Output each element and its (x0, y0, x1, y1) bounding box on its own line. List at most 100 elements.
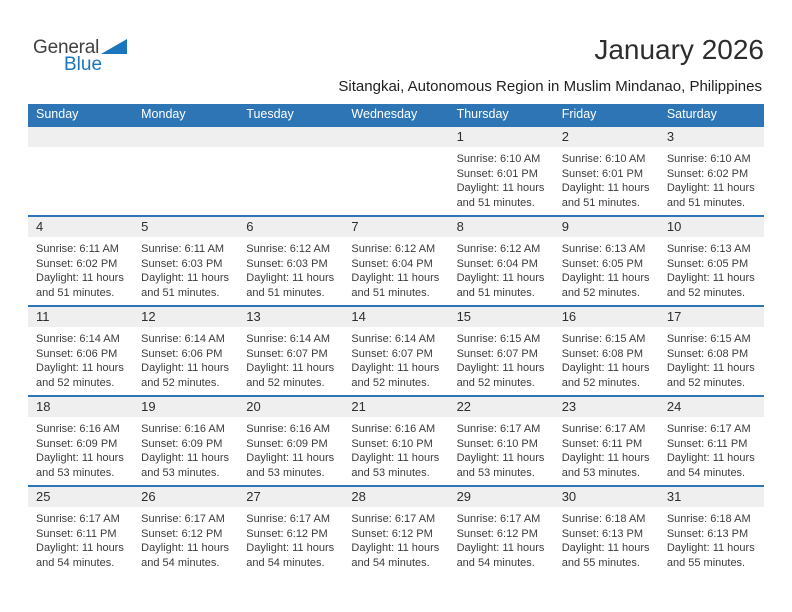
day-number-band: 28 (343, 487, 449, 507)
calendar-day-cell: 17 Sunrise: 6:15 AM Sunset: 6:08 PM Dayligh… (658, 307, 764, 395)
daylight-text: Daylight: 11 hours (561, 182, 650, 194)
calendar-day-cell: 5 Sunrise: 6:11 AM Sunset: 6:03 PM Daylight… (133, 217, 239, 305)
daylight-text-cont: and 52 minutes. (561, 376, 640, 389)
day-details: Sunrise: 6:17 AM Sunset: 6:12 PM Daylight:… (343, 507, 448, 570)
week-row: 18 Sunrise: 6:16 AM Sunset: 6:09 PM Dayligh… (28, 395, 764, 485)
day-number-band: 3 (658, 127, 764, 147)
daylight-text: Daylight: 11 hours (561, 272, 650, 284)
day-number: 2 (561, 129, 569, 144)
calendar-day-cell: 21 Sunrise: 6:16 AM Sunset: 6:10 PM Dayligh… (343, 397, 449, 485)
sunrise-text: Sunrise: 6:10 AM (456, 153, 541, 165)
day-number-band: 22 (448, 397, 554, 417)
daylight-text: Daylight: 11 hours (36, 542, 124, 554)
day-number: 28 (351, 489, 366, 504)
day-number-band: 18 (28, 397, 134, 417)
calendar-day-cell: 30 Sunrise: 6:18 AM Sunset: 6:13 PM Dayligh… (553, 487, 659, 575)
day-number: 4 (36, 219, 44, 234)
daylight-text: Daylight: 11 hours (666, 542, 755, 554)
day-number: 8 (456, 219, 464, 234)
day-number-band: 31 (658, 487, 764, 507)
week-row: 4 Sunrise: 6:11 AM Sunset: 6:02 PM Daylight… (28, 215, 764, 305)
sunset-text: Sunset: 6:10 PM (351, 437, 433, 450)
day-number-band (28, 127, 134, 147)
calendar-day-cell: 19 Sunrise: 6:16 AM Sunset: 6:09 PM Dayligh… (133, 397, 239, 485)
calendar-day-cell: 2 Sunrise: 6:10 AM Sunset: 6:01 PM Daylight… (553, 127, 659, 215)
calendar-day-cell: 20 Sunrise: 6:16 AM Sunset: 6:09 PM Dayligh… (238, 397, 344, 485)
sunrise-text: Sunrise: 6:17 AM (561, 423, 646, 435)
daylight-text-cont: and 52 minutes. (666, 376, 746, 389)
daylight-text: Daylight: 11 hours (141, 272, 229, 284)
sunset-text: Sunset: 6:05 PM (666, 257, 749, 270)
daylight-text-cont: and 54 minutes. (141, 556, 220, 569)
page-title: January 2026 (594, 34, 764, 65)
sunrise-text: Sunrise: 6:17 AM (246, 513, 331, 525)
calendar-grid: 1 Sunrise: 6:10 AM Sunset: 6:01 PM Daylight… (28, 125, 764, 575)
day-details: Sunrise: 6:14 AM Sunset: 6:07 PM Daylight:… (238, 327, 343, 390)
sunset-text: Sunset: 6:01 PM (456, 167, 538, 180)
daylight-text-cont: and 51 minutes. (246, 286, 325, 299)
day-number-band: 11 (28, 307, 134, 327)
daylight-text: Daylight: 11 hours (36, 452, 124, 464)
sunrise-text: Sunrise: 6:17 AM (456, 513, 541, 525)
sunrise-text: Sunrise: 6:18 AM (561, 513, 646, 525)
sunrise-text: Sunrise: 6:10 AM (561, 153, 646, 165)
sunset-text: Sunset: 6:03 PM (141, 257, 223, 270)
sunset-text: Sunset: 6:11 PM (666, 437, 748, 450)
day-details: Sunrise: 6:17 AM Sunset: 6:11 PM Daylight:… (28, 507, 133, 570)
sunset-text: Sunset: 6:08 PM (666, 347, 749, 360)
daylight-text-cont: and 53 minutes. (351, 466, 430, 479)
daylight-text: Daylight: 11 hours (666, 362, 755, 374)
weekday-header-wednesday: Wednesday (351, 107, 418, 121)
sunrise-text: Sunrise: 6:16 AM (246, 423, 331, 435)
daylight-text-cont: and 53 minutes. (561, 466, 640, 479)
day-number-band: 19 (133, 397, 239, 417)
daylight-text: Daylight: 11 hours (246, 542, 335, 554)
day-details: Sunrise: 6:16 AM Sunset: 6:09 PM Daylight:… (28, 417, 133, 480)
sunrise-text: Sunrise: 6:11 AM (36, 243, 119, 255)
day-details: Sunrise: 6:17 AM Sunset: 6:12 PM Daylight:… (238, 507, 343, 570)
location-subtitle: Sitangkai, Autonomous Region in Muslim M… (338, 78, 762, 95)
calendar-day-cell: 31 Sunrise: 6:18 AM Sunset: 6:13 PM Dayligh… (658, 487, 764, 575)
day-number: 13 (246, 309, 261, 324)
calendar-empty-cell (28, 127, 134, 215)
sunset-text: Sunset: 6:12 PM (246, 527, 328, 540)
day-details: Sunrise: 6:11 AM Sunset: 6:03 PM Daylight:… (133, 237, 238, 300)
sunrise-text: Sunrise: 6:17 AM (666, 423, 751, 435)
day-details: Sunrise: 6:14 AM Sunset: 6:06 PM Daylight:… (133, 327, 238, 390)
calendar-day-cell: 23 Sunrise: 6:17 AM Sunset: 6:11 PM Dayligh… (553, 397, 659, 485)
day-number-band: 26 (133, 487, 239, 507)
sunrise-text: Sunrise: 6:12 AM (351, 243, 436, 255)
day-number-band: 17 (658, 307, 764, 327)
daylight-text: Daylight: 11 hours (141, 452, 229, 464)
sunrise-text: Sunrise: 6:17 AM (36, 513, 120, 525)
calendar-day-cell: 4 Sunrise: 6:11 AM Sunset: 6:02 PM Daylight… (28, 217, 134, 305)
daylight-text-cont: and 54 minutes. (246, 556, 325, 569)
week-row: 11 Sunrise: 6:14 AM Sunset: 6:06 PM Dayligh… (28, 305, 764, 395)
daylight-text: Daylight: 11 hours (561, 542, 650, 554)
day-number-band: 10 (658, 217, 764, 237)
sunrise-text: Sunrise: 6:15 AM (456, 333, 541, 345)
daylight-text: Daylight: 11 hours (246, 452, 335, 464)
calendar-day-cell: 8 Sunrise: 6:12 AM Sunset: 6:04 PM Daylight… (448, 217, 554, 305)
day-details: Sunrise: 6:18 AM Sunset: 6:13 PM Daylight:… (659, 507, 764, 570)
day-number: 26 (141, 489, 156, 504)
sunset-text: Sunset: 6:07 PM (246, 347, 328, 360)
sunrise-text: Sunrise: 6:17 AM (351, 513, 436, 525)
day-number-band: 21 (343, 397, 449, 417)
daylight-text: Daylight: 11 hours (351, 542, 440, 554)
sunrise-text: Sunrise: 6:17 AM (141, 513, 225, 525)
calendar-day-cell: 27 Sunrise: 6:17 AM Sunset: 6:12 PM Dayligh… (238, 487, 344, 575)
sunrise-text: Sunrise: 6:13 AM (561, 243, 646, 255)
day-number: 12 (141, 309, 156, 324)
daylight-text-cont: and 55 minutes. (561, 556, 640, 569)
day-number: 6 (246, 219, 254, 234)
day-number: 31 (666, 489, 682, 504)
week-row: 1 Sunrise: 6:10 AM Sunset: 6:01 PM Daylight… (28, 125, 764, 215)
day-details: Sunrise: 6:12 AM Sunset: 6:04 PM Daylight:… (449, 237, 554, 300)
day-number-band: 29 (448, 487, 554, 507)
calendar-day-cell: 10 Sunrise: 6:13 AM Sunset: 6:05 PM Dayligh… (658, 217, 764, 305)
daylight-text-cont: and 52 minutes. (666, 286, 746, 299)
calendar-day-cell: 12 Sunrise: 6:14 AM Sunset: 6:06 PM Dayligh… (133, 307, 239, 395)
sunset-text: Sunset: 6:09 PM (36, 437, 118, 450)
calendar-day-cell: 11 Sunrise: 6:14 AM Sunset: 6:06 PM Dayligh… (28, 307, 134, 395)
